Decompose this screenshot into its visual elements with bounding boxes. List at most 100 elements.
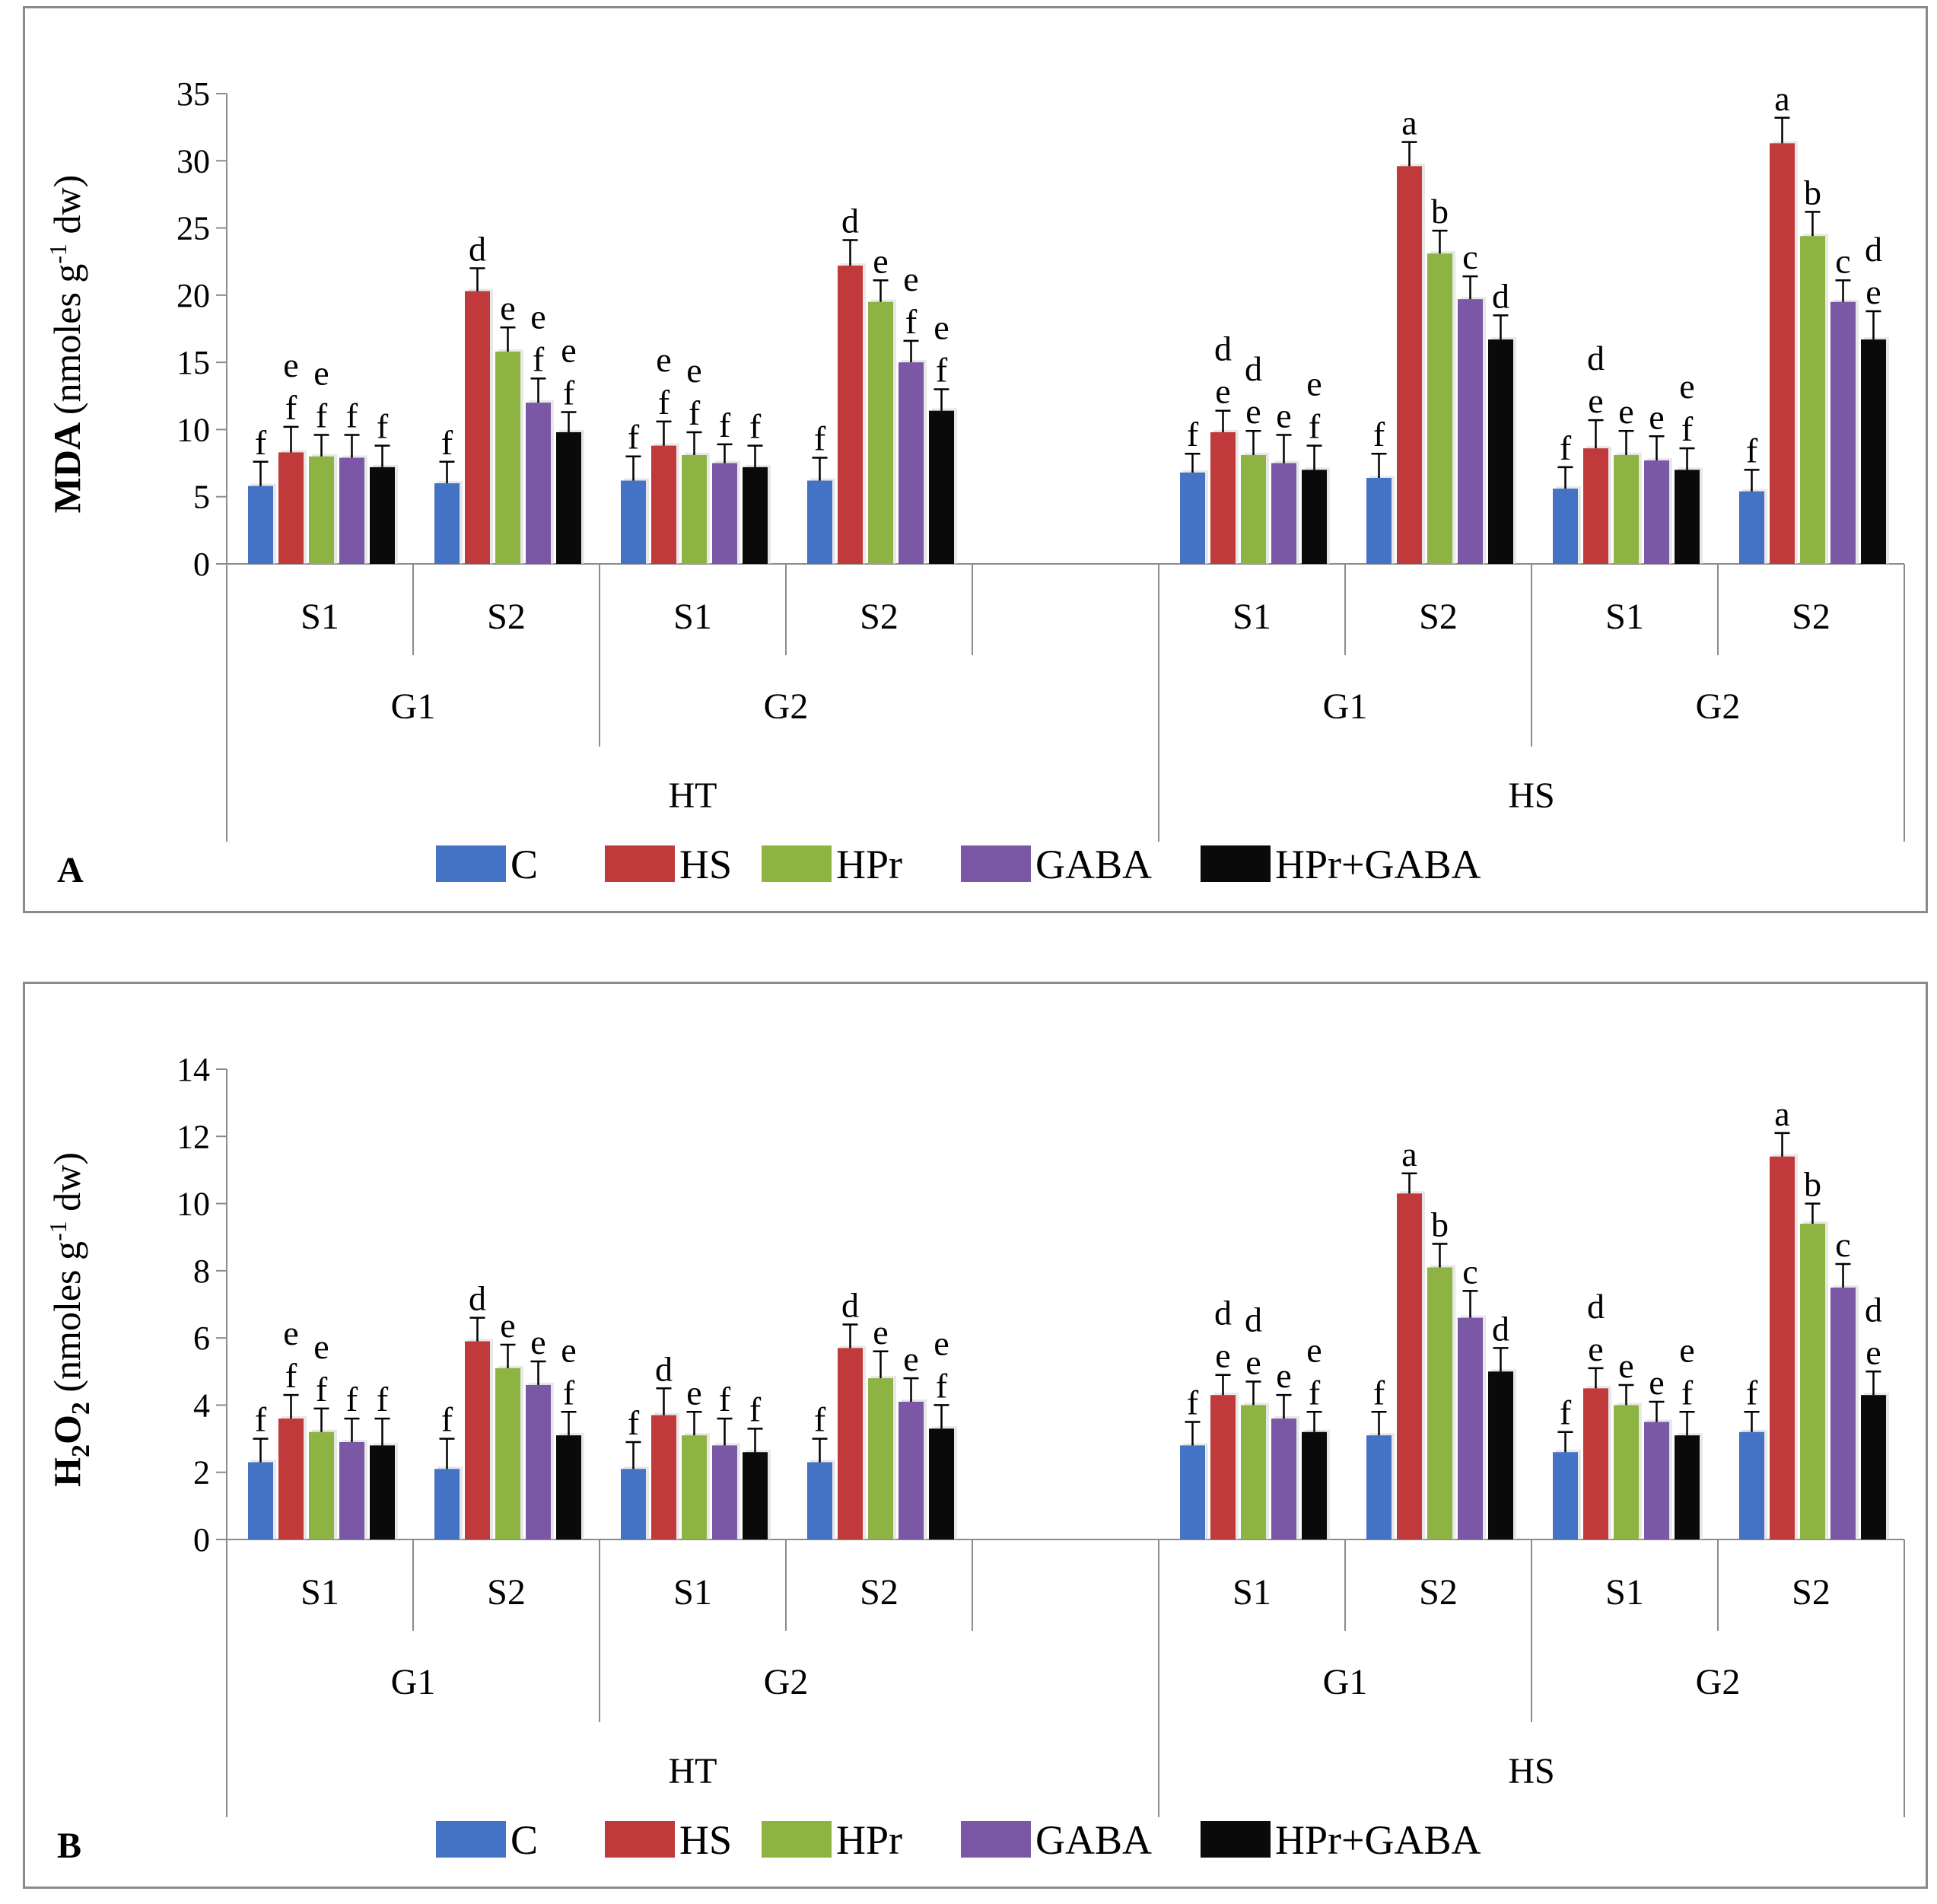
significance-letter: e bbox=[561, 1330, 576, 1369]
bar-c bbox=[248, 486, 273, 564]
significance-letter: f bbox=[255, 423, 267, 462]
significance-letter: e bbox=[313, 353, 329, 392]
category-label-level1: S2 bbox=[1792, 1572, 1830, 1613]
legend-label: GABA bbox=[1035, 1817, 1152, 1863]
bar-hpr bbox=[1614, 454, 1639, 564]
bar-hpr bbox=[1800, 1224, 1825, 1539]
bar-hpr-gaba bbox=[743, 466, 768, 564]
bar-hs bbox=[465, 291, 490, 564]
bar-hpr bbox=[1427, 1267, 1452, 1539]
category-label-level2: G2 bbox=[764, 686, 809, 727]
bar-hs bbox=[1397, 1193, 1422, 1539]
significance-letter: f bbox=[285, 1356, 297, 1395]
y-axis-title: H2O2 (nmoles g-1 dw) bbox=[44, 1152, 95, 1487]
bar-gaba bbox=[899, 1402, 924, 1539]
significance-letter: f bbox=[533, 339, 545, 378]
significance-letter: f bbox=[719, 1380, 731, 1418]
significance-letter: e bbox=[1679, 1330, 1694, 1369]
significance-letter: f bbox=[1746, 1373, 1758, 1412]
legend-label: HS bbox=[679, 1817, 732, 1863]
category-label-level1: S2 bbox=[487, 597, 526, 637]
y-axis-title-unit: (nmoles g bbox=[46, 1241, 88, 1393]
bar-hpr-gaba bbox=[1675, 470, 1700, 564]
bar-gaba bbox=[1271, 463, 1296, 564]
significance-letter: f bbox=[1309, 1373, 1321, 1412]
significance-letter: e bbox=[313, 1327, 329, 1366]
significance-letter: e bbox=[1245, 1343, 1261, 1382]
legend-label: GABA bbox=[1035, 842, 1152, 887]
significance-letter: f bbox=[749, 1390, 762, 1428]
legend-swatch bbox=[605, 845, 675, 882]
significance-letter: f bbox=[1373, 1373, 1385, 1412]
significance-letter: e bbox=[1215, 372, 1230, 411]
significance-letter: e bbox=[934, 1323, 949, 1362]
y-axis-title-bold: O bbox=[46, 1415, 88, 1444]
legend-swatch bbox=[1201, 845, 1271, 882]
significance-letter: a bbox=[1401, 1135, 1417, 1173]
panel-b-h2o2-chart: 0 2 4 6 8 10 12 14 H2O2 (nmoles g-1 dw) f f e f e f f f d… bbox=[23, 982, 1928, 1889]
significance-letter: d bbox=[1587, 339, 1605, 377]
significance-letter: d bbox=[841, 1285, 859, 1324]
panel-label: B bbox=[57, 1826, 81, 1866]
bar-hpr bbox=[1241, 1405, 1266, 1539]
category-label-level2: G2 bbox=[764, 1662, 809, 1702]
bar-hpr-gaba bbox=[556, 431, 581, 564]
y-axis-title-sub: 2 bbox=[67, 1444, 95, 1457]
bar-gaba bbox=[1458, 1317, 1483, 1539]
bar-gaba bbox=[712, 463, 737, 564]
bar-hs bbox=[278, 452, 304, 564]
panel-a-mda-chart: 0 5 10 15 20 25 30 35 MDA (nmoles g-1 dw) f f e f e f f… bbox=[23, 6, 1928, 913]
significance-letter: f bbox=[1681, 409, 1694, 448]
significance-letter: e bbox=[903, 1339, 918, 1378]
bar-gaba bbox=[1271, 1418, 1296, 1539]
bar-gaba bbox=[899, 362, 924, 564]
significance-letter: c bbox=[1835, 1225, 1850, 1264]
bar-gaba bbox=[1458, 299, 1483, 564]
bar-hs bbox=[651, 445, 676, 564]
bar-c bbox=[1553, 489, 1578, 564]
bar-hpr-gaba bbox=[1861, 339, 1886, 564]
significance-letter: e bbox=[1618, 1346, 1633, 1385]
y-tick-label: 0 bbox=[193, 1521, 210, 1559]
y-axis-title-unit: dw) bbox=[46, 1152, 88, 1221]
significance-letter: f bbox=[441, 1400, 453, 1439]
bar-hpr-gaba bbox=[1861, 1395, 1886, 1539]
significance-letter: e bbox=[500, 288, 515, 327]
y-axis-title-sup: -1 bbox=[44, 1221, 72, 1241]
legend-swatch bbox=[1201, 1821, 1271, 1858]
significance-letter: e bbox=[530, 1323, 545, 1361]
significance-letter: a bbox=[1401, 103, 1417, 142]
y-tick-label: 4 bbox=[193, 1387, 210, 1424]
bar-c bbox=[621, 480, 646, 564]
significance-letter: e bbox=[873, 1313, 888, 1352]
significance-letter: e bbox=[1618, 392, 1633, 431]
significance-letter: b bbox=[1431, 1205, 1449, 1244]
bar-c bbox=[1553, 1452, 1578, 1539]
significance-letter: e bbox=[1679, 367, 1694, 406]
significance-letter: e bbox=[1588, 1329, 1603, 1368]
significance-letter: c bbox=[1462, 1252, 1477, 1291]
significance-letter: e bbox=[1215, 1336, 1230, 1375]
bar-hpr-gaba bbox=[743, 1452, 768, 1539]
category-label-level3: HS bbox=[1508, 775, 1554, 816]
significance-letter: e bbox=[903, 259, 918, 298]
significance-letter: b bbox=[1804, 1165, 1821, 1204]
significance-letter: b bbox=[1431, 192, 1449, 231]
category-label-level2: G1 bbox=[391, 1662, 436, 1702]
y-axis-title-sup: -1 bbox=[44, 244, 72, 264]
bar-c bbox=[434, 1469, 460, 1539]
significance-letter: e bbox=[283, 1313, 298, 1352]
significance-letter: f bbox=[1560, 1393, 1572, 1432]
legend-label: C bbox=[510, 842, 538, 887]
y-axis-title-bold: MDA bbox=[46, 415, 88, 513]
significance-letter: e bbox=[561, 330, 576, 369]
category-label-level2: G1 bbox=[391, 686, 436, 727]
bar-hpr bbox=[495, 1368, 520, 1539]
bar-hs bbox=[1397, 166, 1422, 564]
significance-letter: f bbox=[814, 1400, 826, 1439]
bar-c bbox=[1739, 1431, 1764, 1539]
category-label-level1: S1 bbox=[673, 597, 712, 637]
category-label-level1: S2 bbox=[860, 597, 899, 637]
bar-hpr-gaba bbox=[1488, 339, 1513, 564]
